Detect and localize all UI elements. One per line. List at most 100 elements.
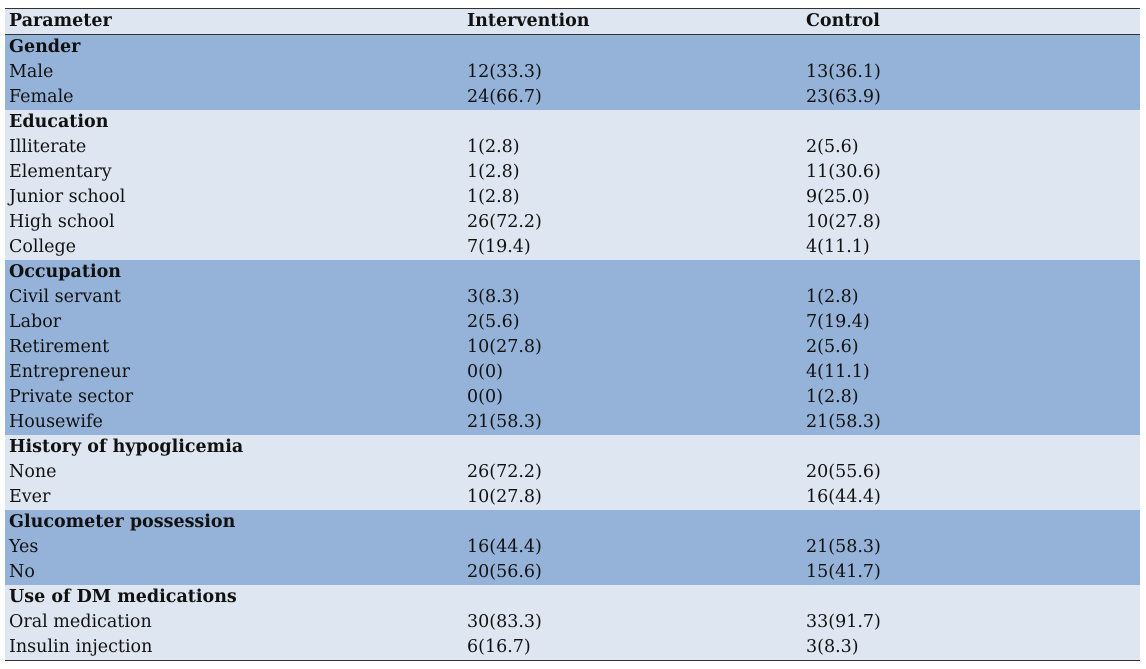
group-header-row: Education bbox=[5, 110, 1140, 135]
empty-cell bbox=[802, 35, 1140, 61]
row-label: No bbox=[9, 562, 35, 582]
table-row: Housewife 21(58.3) 21(58.3) bbox=[5, 410, 1140, 435]
intervention-value: 24(66.7) bbox=[467, 87, 542, 107]
control-value: 1(2.8) bbox=[806, 287, 859, 307]
header-intervention: Intervention bbox=[467, 11, 590, 31]
control-value: 7(19.4) bbox=[806, 312, 870, 332]
intervention-value: 1(2.8) bbox=[467, 187, 520, 207]
intervention-value: 10(27.8) bbox=[467, 337, 542, 357]
empty-cell bbox=[463, 110, 802, 135]
header-control: Control bbox=[806, 11, 880, 31]
empty-cell bbox=[463, 510, 802, 535]
intervention-value: 30(83.3) bbox=[467, 612, 542, 632]
group-header-row: Use of DM medications bbox=[5, 585, 1140, 610]
row-label: Labor bbox=[9, 312, 62, 332]
control-value: 33(91.7) bbox=[806, 612, 881, 632]
table-row: Oral medication 30(83.3) 33(91.7) bbox=[5, 610, 1140, 635]
characteristics-table-container: Parameter Intervention Control Gender Mal… bbox=[5, 8, 1140, 661]
table-row: Civil servant 3(8.3) 1(2.8) bbox=[5, 285, 1140, 310]
table-row: Female 24(66.7) 23(63.9) bbox=[5, 85, 1140, 110]
row-label: None bbox=[9, 462, 57, 482]
table-row: High school 26(72.2) 10(27.8) bbox=[5, 210, 1140, 235]
control-value: 1(2.8) bbox=[806, 387, 859, 407]
group-title: Education bbox=[9, 112, 109, 132]
row-label: College bbox=[9, 237, 77, 257]
row-label: Elementary bbox=[9, 162, 112, 182]
intervention-value: 10(27.8) bbox=[467, 487, 542, 507]
control-value: 21(58.3) bbox=[806, 537, 881, 557]
header-row: Parameter Intervention Control bbox=[5, 8, 1140, 35]
control-value: 20(55.6) bbox=[806, 462, 881, 482]
table-row: College 7(19.4) 4(11.1) bbox=[5, 235, 1140, 260]
row-label: Illiterate bbox=[9, 137, 87, 157]
row-label: Entrepreneur bbox=[9, 362, 130, 382]
group-header-row: Occupation bbox=[5, 260, 1140, 285]
row-label: Male bbox=[9, 62, 54, 82]
control-value: 11(30.6) bbox=[806, 162, 881, 182]
control-value: 10(27.8) bbox=[806, 212, 881, 232]
table-row: None 26(72.2) 20(55.6) bbox=[5, 460, 1140, 485]
group-title: Use of DM medications bbox=[9, 587, 237, 607]
empty-cell bbox=[463, 585, 802, 610]
intervention-value: 21(58.3) bbox=[467, 412, 542, 432]
row-label: Civil servant bbox=[9, 287, 121, 307]
control-value: 3(8.3) bbox=[806, 637, 859, 657]
intervention-value: 6(16.7) bbox=[467, 637, 531, 657]
group-title: Occupation bbox=[9, 262, 121, 282]
intervention-value: 26(72.2) bbox=[467, 212, 542, 232]
table-row: Insulin injection 6(16.7) 3(8.3) bbox=[5, 635, 1140, 661]
table-header: Parameter Intervention Control bbox=[5, 8, 1140, 35]
empty-cell bbox=[463, 435, 802, 460]
table-row: Private sector 0(0) 1(2.8) bbox=[5, 385, 1140, 410]
control-value: 13(36.1) bbox=[806, 62, 881, 82]
intervention-value: 0(0) bbox=[467, 387, 503, 407]
group-title: History of hypoglicemia bbox=[9, 437, 244, 457]
control-value: 16(44.4) bbox=[806, 487, 881, 507]
group-title: Glucometer possession bbox=[9, 512, 236, 532]
intervention-value: 20(56.6) bbox=[467, 562, 542, 582]
row-label: High school bbox=[9, 212, 115, 232]
intervention-value: 12(33.3) bbox=[467, 62, 542, 82]
intervention-value: 1(2.8) bbox=[467, 137, 520, 157]
intervention-value: 16(44.4) bbox=[467, 537, 542, 557]
table-row: Labor 2(5.6) 7(19.4) bbox=[5, 310, 1140, 335]
row-label: Insulin injection bbox=[9, 637, 153, 657]
table-row: Yes 16(44.4) 21(58.3) bbox=[5, 535, 1140, 560]
control-value: 2(5.6) bbox=[806, 137, 859, 157]
row-label: Junior school bbox=[9, 187, 126, 207]
table-row: No 20(56.6) 15(41.7) bbox=[5, 560, 1140, 585]
control-value: 23(63.9) bbox=[806, 87, 881, 107]
row-label: Housewife bbox=[9, 412, 103, 432]
control-value: 15(41.7) bbox=[806, 562, 881, 582]
table-body: Gender Male 12(33.3) 13(36.1) Female 24(66.7)… bbox=[5, 34, 1140, 661]
intervention-value: 1(2.8) bbox=[467, 162, 520, 182]
control-value: 4(11.1) bbox=[806, 362, 870, 382]
intervention-value: 0(0) bbox=[467, 362, 503, 382]
row-label: Ever bbox=[9, 487, 51, 507]
table-row: Illiterate 1(2.8) 2(5.6) bbox=[5, 135, 1140, 160]
control-value: 2(5.6) bbox=[806, 337, 859, 357]
row-label: Retirement bbox=[9, 337, 110, 357]
row-label: Private sector bbox=[9, 387, 134, 407]
group-header-row: Glucometer possession bbox=[5, 510, 1140, 535]
empty-cell bbox=[802, 510, 1140, 535]
header-parameter: Parameter bbox=[9, 11, 112, 31]
control-value: 4(11.1) bbox=[806, 237, 870, 257]
characteristics-table: Parameter Intervention Control Gender Mal… bbox=[5, 8, 1140, 661]
table-row: Entrepreneur 0(0) 4(11.1) bbox=[5, 360, 1140, 385]
empty-cell bbox=[802, 260, 1140, 285]
empty-cell bbox=[463, 260, 802, 285]
table-row: Retirement 10(27.8) 2(5.6) bbox=[5, 335, 1140, 360]
empty-cell bbox=[463, 35, 802, 61]
row-label: Yes bbox=[9, 537, 39, 557]
table-row: Ever 10(27.8) 16(44.4) bbox=[5, 485, 1140, 510]
empty-cell bbox=[802, 585, 1140, 610]
table-row: Elementary 1(2.8) 11(30.6) bbox=[5, 160, 1140, 185]
empty-cell bbox=[802, 110, 1140, 135]
row-label: Female bbox=[9, 87, 74, 107]
empty-cell bbox=[802, 435, 1140, 460]
intervention-value: 2(5.6) bbox=[467, 312, 520, 332]
intervention-value: 3(8.3) bbox=[467, 287, 520, 307]
intervention-value: 7(19.4) bbox=[467, 237, 531, 257]
row-label: Oral medication bbox=[9, 612, 152, 632]
